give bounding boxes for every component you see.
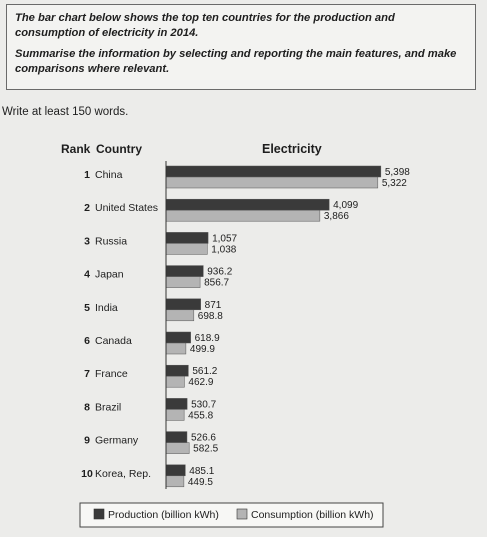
task-prompt-box: The bar chart below shows the top ten co… [6,4,476,90]
production-bar [165,298,201,311]
consumption-value-label: 3,866 [324,211,349,222]
rank-label: 10 [81,468,93,480]
production-bar [165,364,189,377]
production-bar [165,232,209,244]
country-label: Russia [95,235,127,247]
production-bar [165,431,188,443]
production-value-label: 1,057 [212,233,237,244]
consumption-value-label: 499.9 [190,344,215,355]
legend-box [79,502,384,528]
consumption-bar [165,309,195,322]
production-bar [165,464,186,477]
production-bar [165,198,330,211]
consumption-value-label: 449.5 [188,477,213,488]
consumption-value-label: 856.7 [204,278,229,289]
production-value-label: 936.2 [207,267,232,278]
country-label: Brazil [95,401,121,413]
production-value-label: 4,099 [333,200,358,211]
country-label: Germany [95,435,139,447]
production-value-label: 561.2 [192,366,217,377]
country-label: Korea, Rep. [95,468,151,480]
production-value-label: 5,398 [385,167,410,178]
chart-legend: Production (billion kWh) Consumption (bi… [79,502,384,528]
production-value-label: 871 [205,300,222,311]
rank-label: 1 [84,169,90,181]
consumption-bar [165,276,201,288]
consumption-value-label: 582.5 [193,444,218,455]
legend-label-production: Production (billion kWh) [108,509,219,521]
rank-header: Rank [61,142,91,156]
rank-label: 9 [84,435,90,447]
country-header: Country [96,142,142,156]
country-label: United States [95,202,158,214]
consumption-bar [165,375,185,388]
country-label: France [95,368,128,380]
rank-label: 8 [84,401,90,413]
country-label: China [95,169,123,181]
consumption-value-label: 5,322 [382,178,407,189]
legend-swatch-production [93,508,105,520]
rank-label: 5 [84,302,90,314]
production-bar [165,331,191,344]
consumption-value-label: 462.9 [188,377,213,388]
task-description: The bar chart below shows the top ten co… [15,12,395,39]
production-value-label: 485.1 [189,466,214,477]
production-bar [165,165,382,178]
rank-label: 2 [84,202,90,214]
consumption-value-label: 698.8 [198,311,223,322]
consumption-bar [165,442,190,454]
consumption-bar [165,342,187,355]
legend-label-consumption: Consumption (billion kWh) [251,509,374,521]
consumption-bar [165,209,321,222]
rank-label: 3 [84,235,90,247]
production-value-label: 618.9 [195,333,220,344]
country-label: India [95,302,118,314]
task-instruction: Summarise the information by selecting a… [15,48,457,75]
production-bar [165,398,188,410]
word-count-instruction: Write at least 150 words. [2,106,129,118]
consumption-value-label: 455.8 [188,410,213,421]
country-label: Canada [95,335,132,347]
rank-label: 6 [84,335,90,347]
chart-title: Electricity [262,142,322,156]
production-value-label: 530.7 [191,399,216,410]
rank-label: 7 [84,368,90,380]
consumption-value-label: 1,038 [211,244,236,255]
legend-swatch-consumption [236,508,248,520]
rank-label: 4 [84,269,90,281]
country-label: Japan [95,269,124,281]
consumption-bar [165,409,185,421]
consumption-bar [165,176,379,189]
consumption-bar [165,475,185,488]
consumption-bar [165,243,208,255]
production-value-label: 526.6 [191,433,216,444]
production-bar [165,265,204,277]
